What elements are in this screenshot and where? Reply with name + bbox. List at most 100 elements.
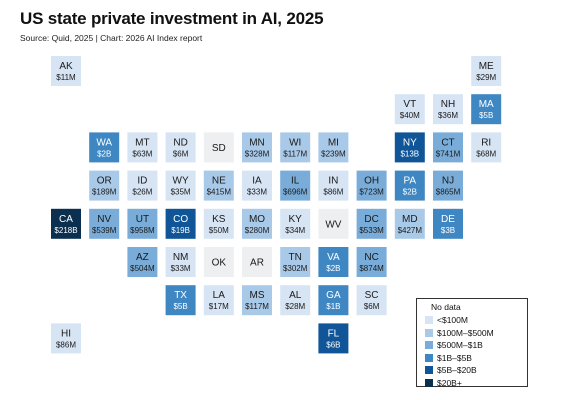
state-code-label: NC xyxy=(364,252,378,263)
state-code-label: VA xyxy=(327,252,340,263)
state-tile-rect xyxy=(471,132,502,163)
state-code-label: NE xyxy=(212,176,226,187)
state-value-label: $33M xyxy=(247,188,267,197)
state-tile-rect xyxy=(433,132,463,163)
legend-item: $1B–$5B xyxy=(425,352,527,365)
state-value-label: $117M xyxy=(245,302,269,311)
state-tile-wy: WY$35M xyxy=(165,170,196,201)
state-tile-rect xyxy=(203,208,234,239)
state-value-label: $741M xyxy=(436,149,461,158)
state-tile-mo: MO$280M xyxy=(242,208,272,239)
legend-label: $100M–$500M xyxy=(437,327,494,338)
state-tile-rect xyxy=(280,247,311,277)
state-value-label: $302M xyxy=(283,264,308,273)
state-value-label: $328M xyxy=(245,149,270,158)
state-tile-rect xyxy=(318,285,349,316)
state-value-label: $35M xyxy=(171,188,191,197)
legend-title: No data xyxy=(431,302,461,312)
state-tile-ga: GA$1B xyxy=(318,285,349,316)
state-tile-rect xyxy=(394,208,425,239)
state-value-label: $415M xyxy=(207,188,232,197)
state-tile-rect xyxy=(89,170,120,201)
state-value-label: $13B xyxy=(400,149,419,158)
state-tile-mt: MT$63M xyxy=(127,132,158,163)
state-tile-tx: TX$5B xyxy=(165,285,196,316)
state-tile-ne: NE$415M xyxy=(203,170,234,201)
state-value-label: $239M xyxy=(321,149,346,158)
state-value-label: $86M xyxy=(323,188,343,197)
legend-item: $500M–$1B xyxy=(425,339,527,352)
state-code-label: KY xyxy=(289,214,303,225)
state-tile-va: VA$2B xyxy=(318,247,349,277)
state-code-label: CT xyxy=(441,137,454,148)
state-code-label: CA xyxy=(59,214,73,225)
state-tile-nj: NJ$865M xyxy=(433,170,463,201)
state-tile-rect xyxy=(203,132,234,163)
state-code-label: GA xyxy=(326,290,341,301)
state-tile-dc: DC$533M xyxy=(356,208,387,239)
state-value-label: $117M xyxy=(283,149,307,158)
state-tile-ar: AR xyxy=(242,247,272,277)
state-code-label: KS xyxy=(212,214,226,225)
legend-label: $20B+ xyxy=(437,377,462,388)
state-tile-rect xyxy=(433,94,463,125)
state-tile-in: IN$86M xyxy=(318,170,349,201)
legend-swatch xyxy=(425,328,433,337)
state-code-label: SC xyxy=(365,290,379,301)
state-code-label: IN xyxy=(328,176,338,187)
state-value-label: $958M xyxy=(130,226,155,235)
state-tile-md: MD$427M xyxy=(394,208,425,239)
state-code-label: WA xyxy=(96,137,112,148)
state-tile-rect xyxy=(51,56,81,86)
state-code-label: MD xyxy=(402,214,418,225)
state-code-label: DE xyxy=(441,214,455,225)
state-code-label: SD xyxy=(212,143,226,154)
state-code-label: PA xyxy=(403,176,416,187)
state-code-label: IA xyxy=(252,176,262,187)
state-code-label: LA xyxy=(213,290,226,301)
state-tile-de: DE$3B xyxy=(433,208,463,239)
state-tile-ri: RI$68M xyxy=(471,132,502,163)
state-code-label: NH xyxy=(441,99,455,110)
state-tile-nm: NM$33M xyxy=(165,247,196,277)
state-code-label: NJ xyxy=(442,176,454,187)
state-tile-ms: MS$117M xyxy=(242,285,272,316)
state-value-label: $3B xyxy=(441,226,455,235)
state-tile-rect xyxy=(394,170,425,201)
state-tile-rect xyxy=(51,323,81,354)
state-value-label: $6B xyxy=(326,340,340,349)
state-tile-nv: NV$539M xyxy=(89,208,120,239)
state-tile-al: AL$28M xyxy=(280,285,311,316)
state-tile-rect xyxy=(318,132,349,163)
state-tile-rect xyxy=(433,170,463,201)
state-tile-nc: NC$874M xyxy=(356,247,387,277)
state-code-label: TX xyxy=(174,290,187,301)
state-tile-rect xyxy=(242,208,272,239)
state-code-label: WY xyxy=(173,176,189,187)
state-tile-ak: AK$11M xyxy=(51,56,81,86)
state-tile-rect xyxy=(318,208,349,239)
legend-swatch xyxy=(425,316,433,325)
state-tile-rect xyxy=(280,285,311,316)
state-tile-ky: KY$34M xyxy=(280,208,311,239)
state-tile-rect xyxy=(280,170,311,201)
state-value-label: $280M xyxy=(245,226,270,235)
state-code-label: AR xyxy=(250,258,264,269)
state-tile-rect xyxy=(165,285,196,316)
state-code-label: ME xyxy=(479,61,494,72)
state-value-label: $533M xyxy=(359,226,384,235)
state-tile-rect xyxy=(127,208,158,239)
state-value-label: $36M xyxy=(438,111,458,120)
state-tile-la: LA$17M xyxy=(203,285,234,316)
state-tile-tn: TN$302M xyxy=(280,247,311,277)
state-value-label: $6M xyxy=(364,302,380,311)
state-tile-pa: PA$2B xyxy=(394,170,425,201)
state-tile-rect xyxy=(318,323,349,354)
state-value-label: $5B xyxy=(173,302,187,311)
state-value-label: $218B xyxy=(54,226,77,235)
state-tile-rect xyxy=(318,247,349,277)
chart-source: Source: Quid, 2025 | Chart: 2026 AI Inde… xyxy=(20,33,203,43)
state-tile-ca: CA$218B xyxy=(51,208,81,239)
state-tile-rect xyxy=(127,132,158,163)
